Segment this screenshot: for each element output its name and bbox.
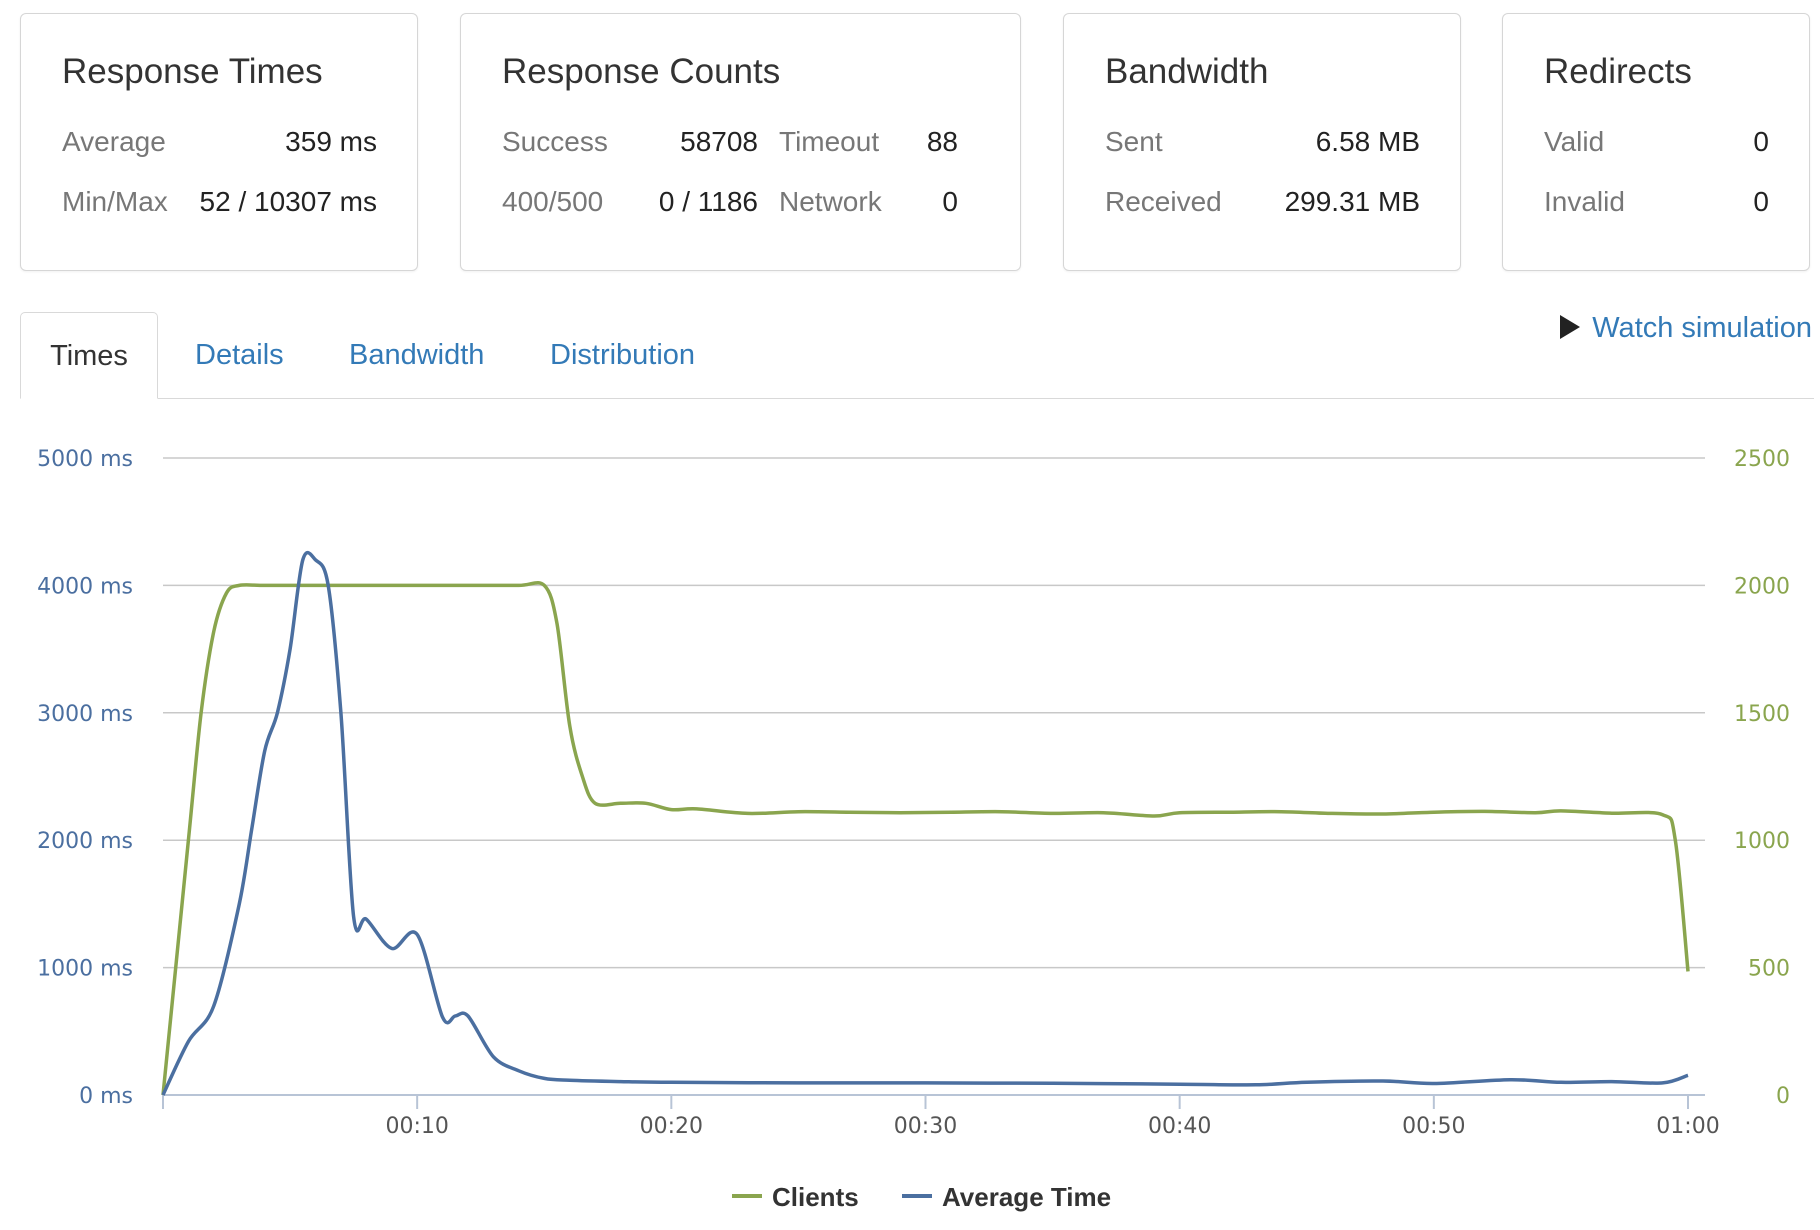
right-axis-tick-label: 1500 xyxy=(1734,702,1790,727)
stat-value: 0 / 1186 xyxy=(658,186,758,217)
clients-series-line xyxy=(161,580,1690,1096)
x-axis-tick-label: 00:40 xyxy=(1148,1114,1211,1139)
average-time-swatch xyxy=(902,1194,932,1198)
stat-label: Received xyxy=(1105,186,1222,217)
tab-times[interactable]: Times xyxy=(20,312,158,399)
clients-swatch xyxy=(732,1194,762,1198)
stat-label: Valid xyxy=(1544,126,1605,157)
right-axis-tick-label: 0 xyxy=(1776,1084,1790,1109)
redirects-card: Redirects Valid 0 Invalid 0 xyxy=(1502,13,1810,271)
card-title: Bandwidth xyxy=(1105,52,1269,91)
tab-details[interactable]: Details xyxy=(195,339,284,371)
x-axis-tick-label: 00:10 xyxy=(385,1114,448,1139)
right-axis-tick-label: 500 xyxy=(1748,957,1790,982)
stat-label: Min/Max xyxy=(62,186,168,217)
stat-value: 0 xyxy=(1753,186,1769,217)
response-counts-card: Response Counts Success 58708 Timeout 88… xyxy=(460,13,1021,271)
stat-label: Timeout xyxy=(779,126,880,157)
stat-value: 88 xyxy=(926,126,958,157)
right-axis-tick-label: 2500 xyxy=(1734,447,1790,472)
x-axis-tick-label: 00:30 xyxy=(894,1114,957,1139)
legend-item-average-time: Average Time xyxy=(902,1182,1111,1213)
stat-label: Network xyxy=(779,186,882,217)
left-axis-tick-label: 2000 ms xyxy=(37,829,133,854)
left-axis-tick-label: 5000 ms xyxy=(37,447,133,472)
stat-label: Invalid xyxy=(1544,186,1625,217)
tab-distribution[interactable]: Distribution xyxy=(550,339,696,371)
stat-value: 6.58 MB xyxy=(1315,126,1420,157)
watch-simulation-link[interactable]: Watch simulation xyxy=(1560,312,1812,345)
stat-label: Sent xyxy=(1105,126,1163,157)
left-axis-tick-label: 3000 ms xyxy=(37,702,133,727)
right-axis-tick-label: 1000 xyxy=(1734,829,1790,854)
stat-label: 400/500 xyxy=(502,186,604,217)
stat-value: 58708 xyxy=(680,126,758,157)
right-axis-tick-label: 2000 xyxy=(1734,574,1790,599)
legend-label: Clients xyxy=(772,1182,859,1212)
card-title: Response Counts xyxy=(502,52,781,91)
tab-bandwidth[interactable]: Bandwidth xyxy=(349,339,485,371)
bandwidth-card: Bandwidth Sent 6.58 MB Received 299.31 M… xyxy=(1063,13,1461,271)
x-axis-tick-label: 00:20 xyxy=(640,1114,703,1139)
average-time-series-line xyxy=(161,550,1689,1096)
stat-label: Average xyxy=(62,126,166,157)
play-icon xyxy=(1560,315,1581,339)
left-axis-tick-label: 0 ms xyxy=(79,1084,133,1109)
x-axis-tick-label: 00:50 xyxy=(1402,1114,1465,1139)
left-axis-tick-label: 1000 ms xyxy=(37,957,133,982)
stat-value: 299.31 MB xyxy=(1284,186,1420,217)
watch-simulation-label: Watch simulation xyxy=(1592,312,1812,344)
response-times-card: Response Times Average 359 ms Min/Max 52… xyxy=(20,13,418,271)
stat-value: 52 / 10307 ms xyxy=(199,186,377,217)
stat-label: Success xyxy=(502,126,608,157)
stat-value: 359 ms xyxy=(285,126,377,157)
stat-value: 0 xyxy=(1753,126,1769,157)
card-title: Redirects xyxy=(1544,52,1692,91)
tab-bar: Times Details Bandwidth Distribution xyxy=(20,312,1814,399)
legend-label: Average Time xyxy=(942,1182,1112,1212)
card-title: Response Times xyxy=(62,52,323,91)
stat-value: 0 xyxy=(942,186,958,217)
x-axis-tick-label: 01:00 xyxy=(1656,1114,1719,1139)
left-axis-tick-label: 4000 ms xyxy=(37,574,133,599)
legend-item-clients: Clients xyxy=(732,1182,859,1213)
